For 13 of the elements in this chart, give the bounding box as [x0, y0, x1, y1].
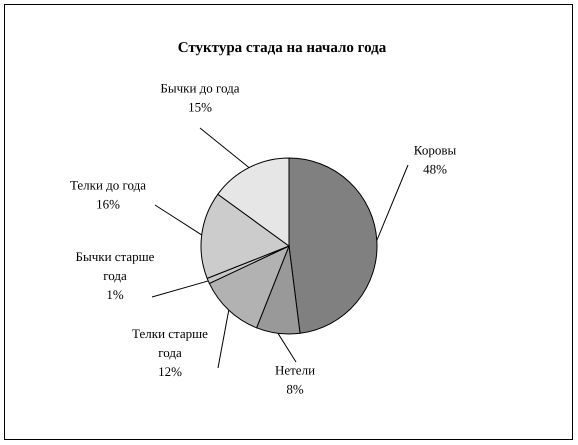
slice-label: Телки до года [70, 178, 146, 192]
data-label: 16% [96, 196, 120, 212]
slice-label: Бычки до года [160, 80, 240, 96]
data-label: 12% [158, 364, 182, 379]
slice-label: Бычки старше года [76, 249, 155, 283]
chart-title: Стуктура стада на начало года [178, 40, 387, 56]
data-label: 15% [188, 100, 212, 114]
slice-label: Нетели [274, 362, 316, 378]
slice-label: Коровы [414, 142, 456, 158]
data-label: 8% [286, 382, 304, 396]
slice-label: Телки старше года [132, 326, 208, 360]
data-label: 1% [106, 287, 124, 302]
data-label: 48% [423, 162, 448, 176]
